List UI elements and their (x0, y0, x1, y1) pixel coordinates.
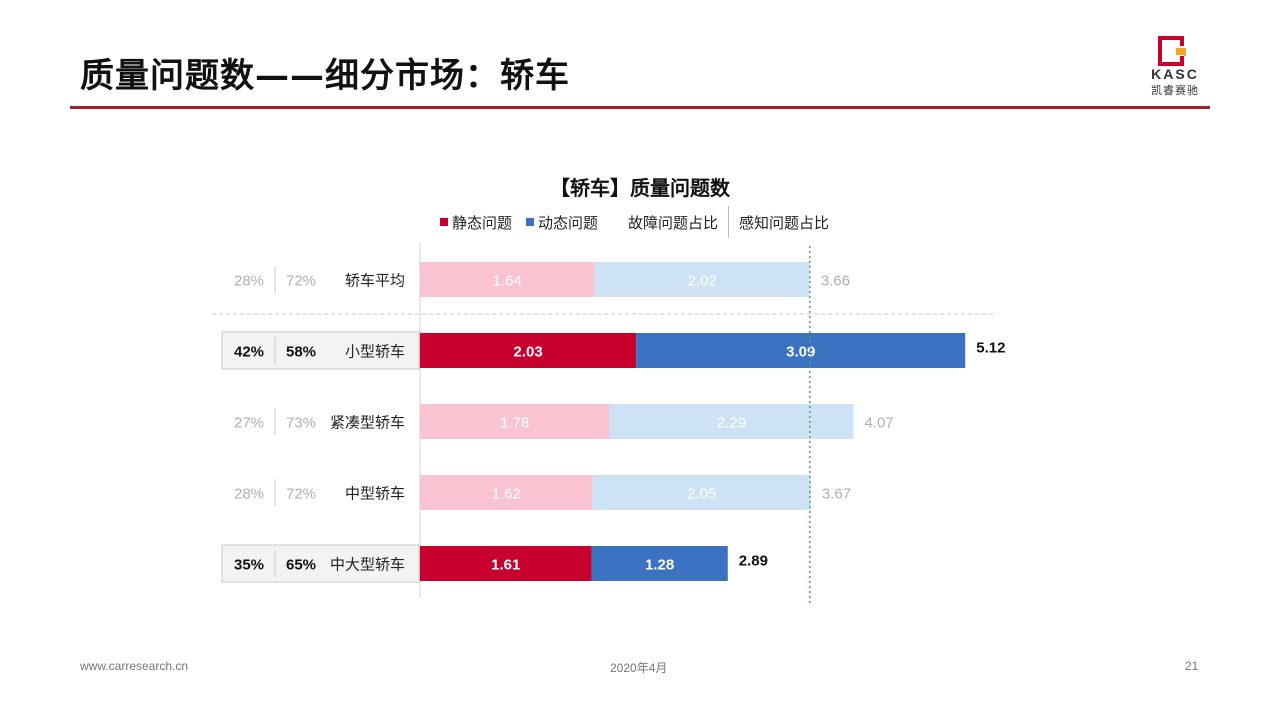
category-label: 轿车平均 (345, 272, 405, 290)
bar-dynamic (636, 333, 966, 368)
perception-share-label: 72% (286, 486, 316, 503)
legend-item-static: 静态问题 (440, 212, 512, 233)
data-label-dynamic: 1.28 (645, 557, 674, 574)
bar-static (420, 262, 595, 297)
chart-title: 【轿车】质量问题数 (550, 176, 730, 200)
footer-date: 2020年4月 (610, 661, 668, 675)
bar-static (420, 333, 637, 368)
bar-dynamic (594, 262, 810, 297)
logo-subtitle: 凯睿赛驰 (1151, 84, 1199, 97)
legend-label-perception-share: 感知问题占比 (739, 213, 830, 232)
page-number: 21 (1185, 659, 1199, 673)
title-underline (70, 106, 1210, 109)
data-label-total: 5.12 (976, 340, 1005, 357)
row-highlight-box (221, 544, 420, 583)
fault-share-label: 28% (234, 273, 264, 290)
perception-share-label: 65% (286, 557, 316, 574)
bar-static (420, 404, 610, 439)
data-label-dynamic: 2.29 (717, 415, 746, 432)
bar-dynamic (592, 475, 811, 510)
row-highlight-box (221, 331, 420, 370)
category-label: 小型轿车 (345, 343, 405, 361)
bar-static (420, 546, 592, 581)
logo-text: KASC (1151, 66, 1199, 82)
legend-swatch-static (440, 218, 448, 226)
data-label-total: 3.66 (821, 273, 850, 290)
data-label-total: 4.07 (864, 415, 893, 432)
bar-dynamic (591, 546, 728, 581)
page-title: 质量问题数——细分市场：轿车 (80, 56, 570, 96)
legend-item-dynamic: 动态问题 (526, 212, 598, 233)
data-label-static: 1.64 (493, 273, 522, 290)
bar-static (420, 475, 593, 510)
fault-share-label: 42% (234, 344, 264, 361)
data-label-dynamic: 2.05 (687, 486, 716, 503)
logo-mark-orange-small (1176, 48, 1185, 55)
fault-share-label: 28% (234, 486, 264, 503)
fault-share-label: 35% (234, 557, 264, 574)
perception-share-label: 73% (286, 415, 316, 432)
category-label: 紧凑型轿车 (330, 414, 405, 432)
legend-label-dynamic: 动态问题 (538, 213, 599, 232)
data-label-dynamic: 2.02 (688, 273, 717, 290)
fault-share-label: 27% (234, 415, 264, 432)
legend-swatch-dynamic (526, 218, 535, 226)
data-label-static: 2.03 (513, 344, 542, 361)
category-label: 中大型轿车 (330, 556, 405, 574)
bar-dynamic (609, 404, 854, 439)
kasc-logo (1158, 36, 1186, 66)
data-label-static: 1.78 (500, 415, 529, 432)
perception-share-label: 72% (286, 273, 316, 290)
data-label-total: 2.89 (739, 553, 768, 570)
category-label: 中型轿车 (345, 485, 405, 503)
data-label-static: 1.62 (492, 486, 521, 503)
chart-legend: 静态问题 动态问题 故障问题占比 感知问题占比 (440, 206, 843, 238)
data-label-static: 1.61 (491, 557, 520, 574)
footer-url: www.carresearch.cn (80, 659, 189, 673)
data-label-total: 3.67 (822, 486, 851, 503)
legend-label-fault-share: 故障问题占比 (628, 213, 719, 232)
legend-separator (728, 206, 730, 238)
data-label-dynamic: 3.09 (786, 344, 815, 361)
legend-label-static: 静态问题 (452, 213, 513, 232)
perception-share-label: 58% (286, 344, 316, 361)
